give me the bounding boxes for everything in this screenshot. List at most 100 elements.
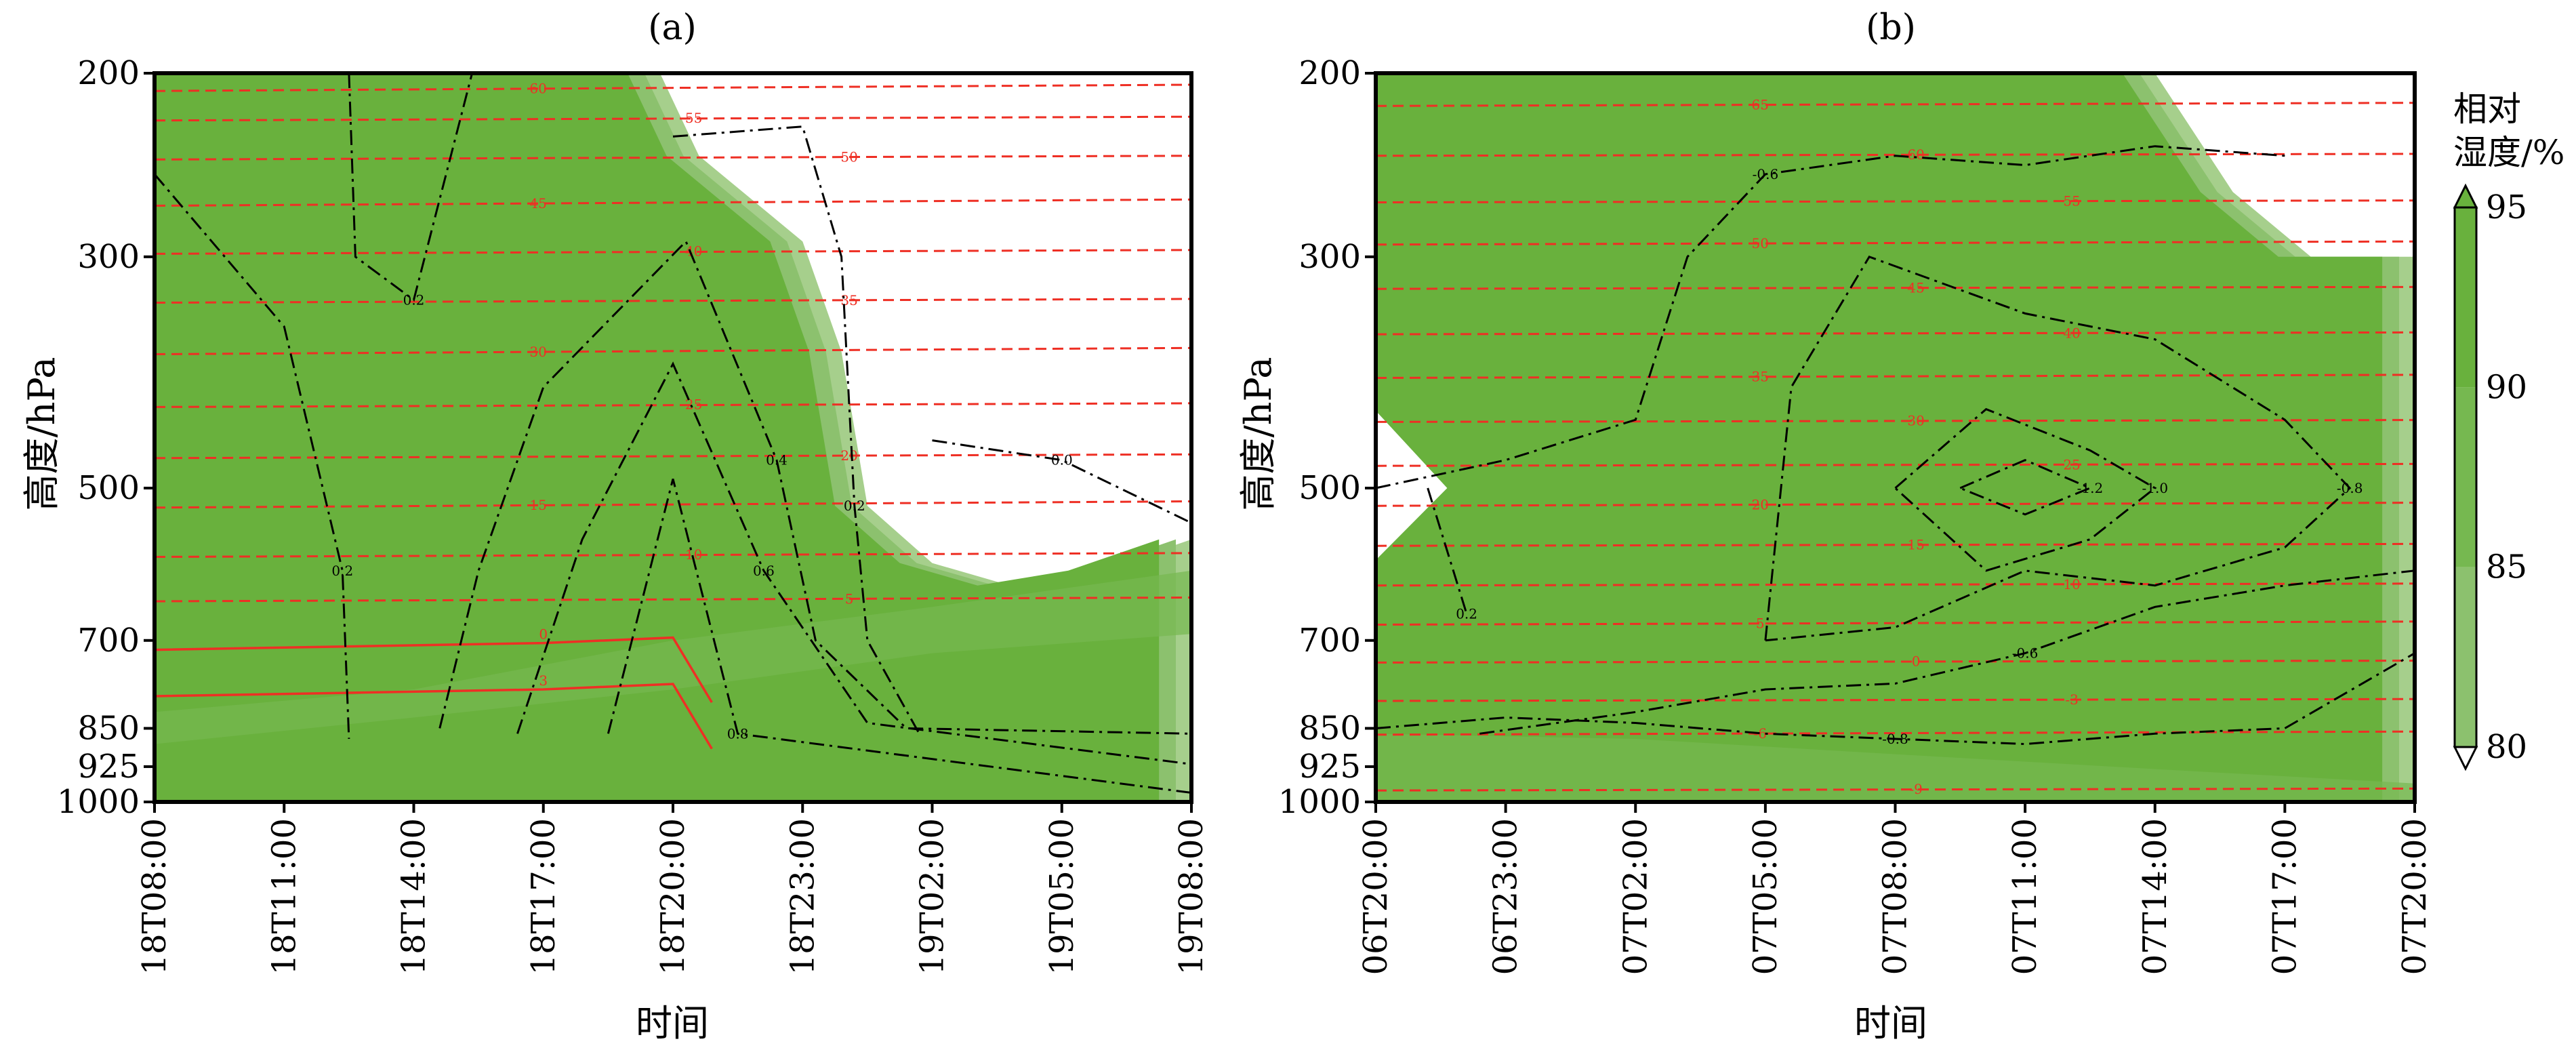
temperature-contour	[1376, 419, 2415, 423]
temperature-contour-label: 10	[2063, 576, 2080, 592]
vertical-velocity-contour	[516, 361, 1191, 765]
temperature-contour	[1376, 660, 2415, 664]
colorbar-tick-label: 85	[2486, 548, 2527, 586]
temperature-contour	[155, 83, 1191, 92]
rh-shading-95	[1376, 73, 2383, 802]
temperature-contour-label: 60	[529, 81, 546, 97]
temperature-contour	[1376, 620, 2415, 626]
temperature-contour	[1376, 102, 2415, 107]
vertical-velocity-contour-label: 0.2	[1456, 606, 1477, 622]
vertical-velocity-contour-label: 0.2	[844, 498, 865, 514]
x-tick-label: 19T05:00	[1043, 818, 1081, 975]
colorbar-tick-labels: 80 85 90 95	[2486, 188, 2527, 766]
vertical-velocity-contour	[1376, 145, 2285, 489]
x-tick-label: 18T20:00	[654, 818, 692, 975]
temperature-contour-label: 20	[1751, 496, 1768, 512]
vertical-velocity-contour-label: 0.4	[766, 452, 788, 468]
x-tick-label: 07T02:00	[1616, 818, 1654, 975]
colorbar-extend-max	[2453, 183, 2478, 209]
vertical-velocity-contour-label: -0.6	[1753, 166, 1779, 182]
x-tick-label: 07T08:00	[1877, 818, 1915, 975]
panel-a-y-axis-title: 高度/hPa	[20, 357, 63, 510]
vertical-velocity-contour	[438, 239, 1191, 735]
temperature-contour	[155, 298, 1191, 304]
y-tick-label: 925	[77, 748, 140, 786]
panel-a-title: (a)	[648, 7, 697, 48]
temperature-contour-label: 30	[1907, 413, 1924, 429]
temperature-contour	[1376, 199, 2415, 203]
temperature-contour-label: 60	[1907, 146, 1924, 163]
temperature-contour	[155, 346, 1191, 355]
temperature-contour	[155, 155, 1191, 161]
temperature-contour	[155, 198, 1191, 207]
vertical-velocity-contour	[672, 125, 920, 735]
y-tick-label: 850	[1299, 709, 1361, 747]
colorbar-tick-label: 80	[2486, 728, 2527, 766]
panel-b-y-axis-title: 高度/hPa	[1237, 357, 1280, 510]
temperature-contour	[1376, 285, 2415, 290]
colorbar-segment	[2455, 567, 2476, 747]
colorbar-body	[2453, 183, 2478, 771]
temperature-contour-label: 55	[2063, 193, 2080, 209]
temperature-contour	[1376, 374, 2415, 379]
y-tick-label: 1000	[1278, 783, 1361, 821]
temperature-contour-label: -9	[1909, 781, 1922, 797]
vertical-velocity-contour-label: 0.2	[331, 563, 353, 579]
temperature-contour	[155, 115, 1191, 122]
temperature-contour	[1376, 698, 2415, 702]
x-tick-label: 07T20:00	[2396, 818, 2434, 975]
panel-b-x-ticks: 06T20:00 06T23:00 07T02:00 07T05:00 07T08:00…	[1357, 802, 2434, 975]
vertical-velocity-contour-label: 0.8	[727, 725, 749, 742]
colorbar-frame	[2453, 206, 2478, 748]
panel-a-x-axis-title: 时间	[636, 1002, 709, 1045]
colorbar-tick-label: 90	[2486, 368, 2527, 406]
vertical-velocity-contour	[1959, 459, 2093, 516]
colorbar: 相对 湿度/% 80 85 90 95	[2453, 89, 2564, 771]
temperature-contour	[155, 402, 1191, 408]
x-tick-label: 18T08:00	[136, 818, 173, 975]
temperature-contour	[155, 597, 1191, 603]
x-tick-label: 18T23:00	[783, 818, 821, 975]
x-tick-label: 07T14:00	[2136, 818, 2174, 975]
x-tick-label: 18T17:00	[525, 818, 563, 975]
rh-shading-90	[1376, 733, 2415, 802]
panel-a-x-ticks: 18T08:00 18T11:00 18T14:00 18T17:00 18T20:00…	[136, 802, 1210, 975]
temperature-contour	[155, 552, 1191, 558]
colorbar-segment	[2455, 207, 2476, 388]
y-tick-label: 500	[77, 469, 140, 507]
temperature-contour-label: 35	[1751, 369, 1768, 385]
x-tick-label: 19T02:00	[914, 818, 952, 975]
panel-b: (b) 65605550454035302520151050-3-6-90.2-…	[1237, 7, 2434, 1045]
y-tick-label: 1000	[57, 783, 140, 821]
vertical-velocity-contour-label: 0.0	[1051, 452, 1073, 468]
temperature-contour-label: -3	[2065, 691, 2078, 708]
y-tick-label: 500	[1299, 469, 1361, 507]
vertical-velocity-contour	[1764, 255, 2352, 642]
temperature-contour	[1376, 153, 2415, 157]
y-tick-label: 300	[77, 238, 140, 276]
temperature-contour	[155, 453, 1191, 460]
vertical-velocity-contour-label: -0.8	[2337, 480, 2363, 496]
temperature-contour-label: 65	[1751, 97, 1768, 113]
x-tick-label: 07T17:00	[2266, 818, 2304, 975]
vertical-velocity-contour-label: -1.0	[2142, 480, 2169, 496]
temperature-contour-label: 25	[2063, 456, 2080, 472]
temperature-contour-label: 50	[840, 149, 857, 165]
panel-a: (a) 60555045403530252015105030.20.20.20.…	[20, 7, 1210, 1045]
y-tick-label: 700	[77, 622, 140, 660]
y-tick-label: 925	[1299, 748, 1361, 786]
vertical-velocity-contour-label: 0.6	[753, 563, 775, 579]
panel-b-title: (b)	[1866, 7, 1916, 48]
temperature-contour-label: 3	[539, 672, 548, 689]
temperature-contour-label: 45	[529, 195, 546, 211]
temperature-contour-solid	[155, 636, 713, 704]
temperature-contour	[1376, 462, 2415, 467]
temperature-contour-label: 20	[840, 447, 857, 464]
rh-shading-90	[155, 570, 1191, 744]
temperature-contour-label: 5	[1756, 616, 1765, 632]
x-tick-label: 06T20:00	[1357, 818, 1395, 975]
temperature-contour	[155, 500, 1191, 509]
vertical-velocity-contour	[1427, 487, 1468, 614]
colorbar-title-line2: 湿度/%	[2453, 133, 2564, 172]
